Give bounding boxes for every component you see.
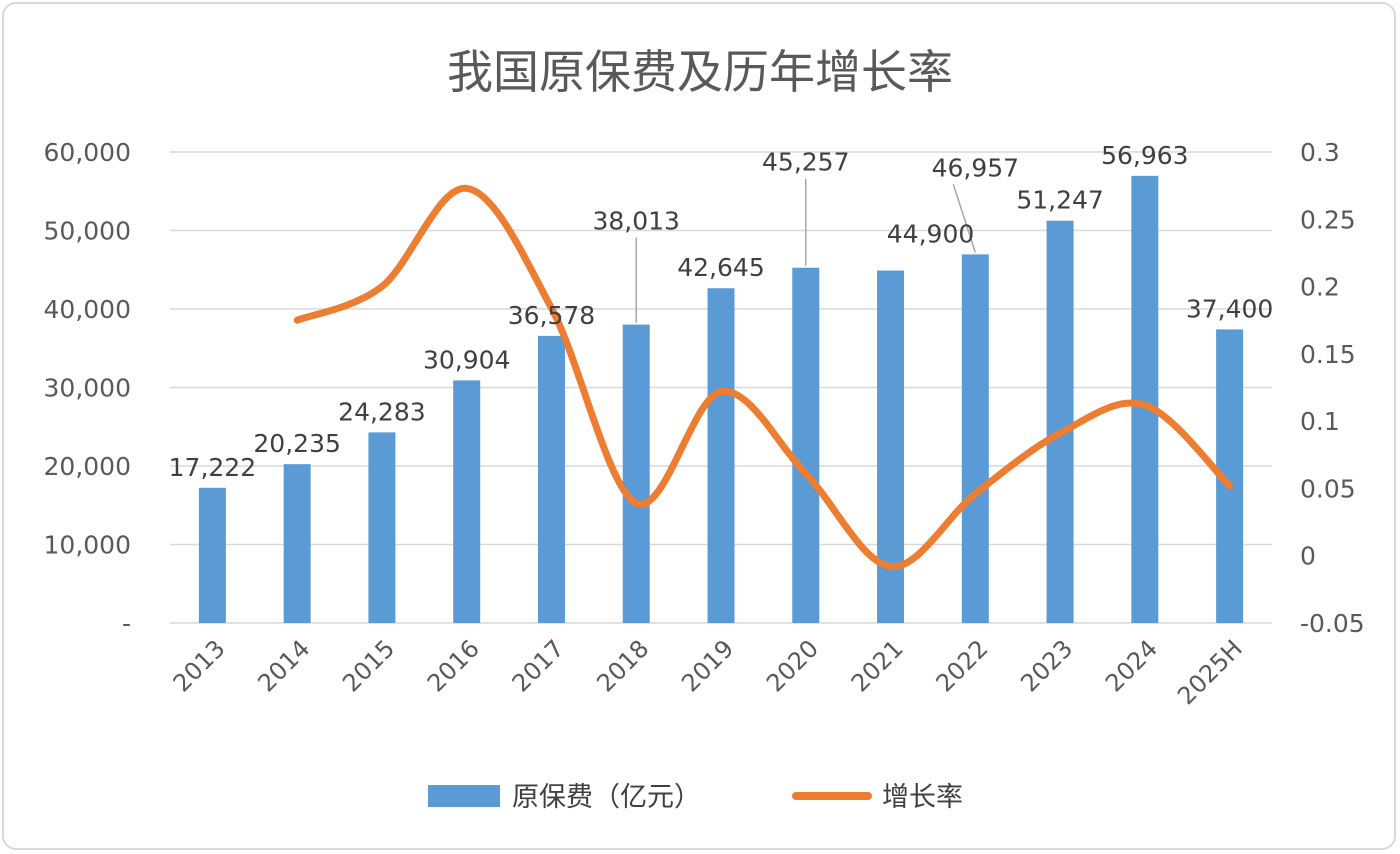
bar-value-label: 17,222 <box>169 453 256 482</box>
right-tick-label: -0.05 <box>1300 609 1365 638</box>
x-tick-label: 2015 <box>337 634 400 697</box>
legend-label-premium: 原保费（亿元） <box>512 782 701 813</box>
left-tick-label: - <box>122 609 131 638</box>
left-axis-ticks: - 10,000 20,000 30,000 40,000 50,000 60,000 <box>44 138 131 638</box>
bar-value-label: 38,013 <box>592 207 679 236</box>
bar <box>368 432 396 623</box>
left-tick-label: 10,000 <box>44 531 131 560</box>
bar-value-label: 24,283 <box>338 397 425 426</box>
bar-value-label: 37,400 <box>1186 294 1273 323</box>
x-tick-label: 2020 <box>761 634 824 697</box>
x-tick-label: 2016 <box>422 634 485 697</box>
right-tick-label: 0.15 <box>1300 340 1356 369</box>
right-tick-label: 0.2 <box>1300 273 1340 302</box>
right-tick-label: 0.25 <box>1300 205 1356 234</box>
x-tick-label: 2021 <box>846 634 909 697</box>
bar <box>877 270 905 623</box>
bar <box>792 267 820 623</box>
x-tick-label: 2025H <box>1172 634 1248 710</box>
bar-value-label: 20,235 <box>253 429 340 458</box>
left-tick-label: 30,000 <box>44 374 131 403</box>
bar-value-label: 30,904 <box>423 345 510 374</box>
chart-title: 我国原保费及历年增长率 <box>447 45 953 99</box>
leader-line <box>952 184 977 253</box>
legend-swatch-premium <box>428 785 500 807</box>
bar-value-label: 56,963 <box>1101 141 1188 170</box>
bar <box>622 324 650 623</box>
left-tick-label: 50,000 <box>44 217 131 246</box>
bar <box>453 380 481 623</box>
bar <box>707 288 735 623</box>
left-tick-label: 40,000 <box>44 295 131 324</box>
bar-value-label: 51,247 <box>1016 186 1103 215</box>
bar-value-label: 46,957 <box>932 153 1019 182</box>
right-tick-label: 0.3 <box>1300 138 1340 167</box>
x-tick-label: 2022 <box>931 634 994 697</box>
bar <box>283 464 311 623</box>
growth-rate-line <box>293 184 1234 570</box>
bar <box>537 335 565 623</box>
bar <box>1046 220 1074 623</box>
bar-value-label: 45,257 <box>762 148 849 177</box>
legend-label-growth: 增长率 <box>882 782 963 813</box>
x-tick-label: 2019 <box>676 634 739 697</box>
bar-value-label: 44,900 <box>887 220 974 249</box>
right-axis-ticks: -0.05 0 0.05 0.1 0.15 0.2 0.25 0.3 <box>1300 138 1365 638</box>
right-tick-label: 0.1 <box>1300 407 1340 436</box>
line-series <box>293 184 1234 570</box>
x-tick-label: 2024 <box>1100 634 1163 697</box>
bar <box>961 254 989 623</box>
bar-value-label: 42,645 <box>677 253 764 282</box>
x-tick-label: 2014 <box>252 634 315 697</box>
bar-series <box>198 175 1244 623</box>
label-leader-lines <box>635 178 977 323</box>
right-tick-label: 0.05 <box>1300 474 1356 503</box>
legend: 原保费（亿元） 增长率 <box>428 782 963 813</box>
left-tick-label: 60,000 <box>44 138 131 167</box>
bar <box>198 487 226 623</box>
x-tick-label: 2018 <box>591 634 654 697</box>
bar <box>1131 175 1159 623</box>
x-tick-label: 2013 <box>168 634 231 697</box>
x-axis-ticks: 2013 2014 2015 2016 2017 2018 2019 2020 2021 2022… <box>168 634 1248 710</box>
bar-value-label: 36,578 <box>508 301 595 330</box>
left-tick-label: 20,000 <box>44 452 131 481</box>
x-tick-label: 2017 <box>507 634 570 697</box>
right-tick-label: 0 <box>1300 542 1316 571</box>
x-tick-label: 2023 <box>1015 634 1078 697</box>
